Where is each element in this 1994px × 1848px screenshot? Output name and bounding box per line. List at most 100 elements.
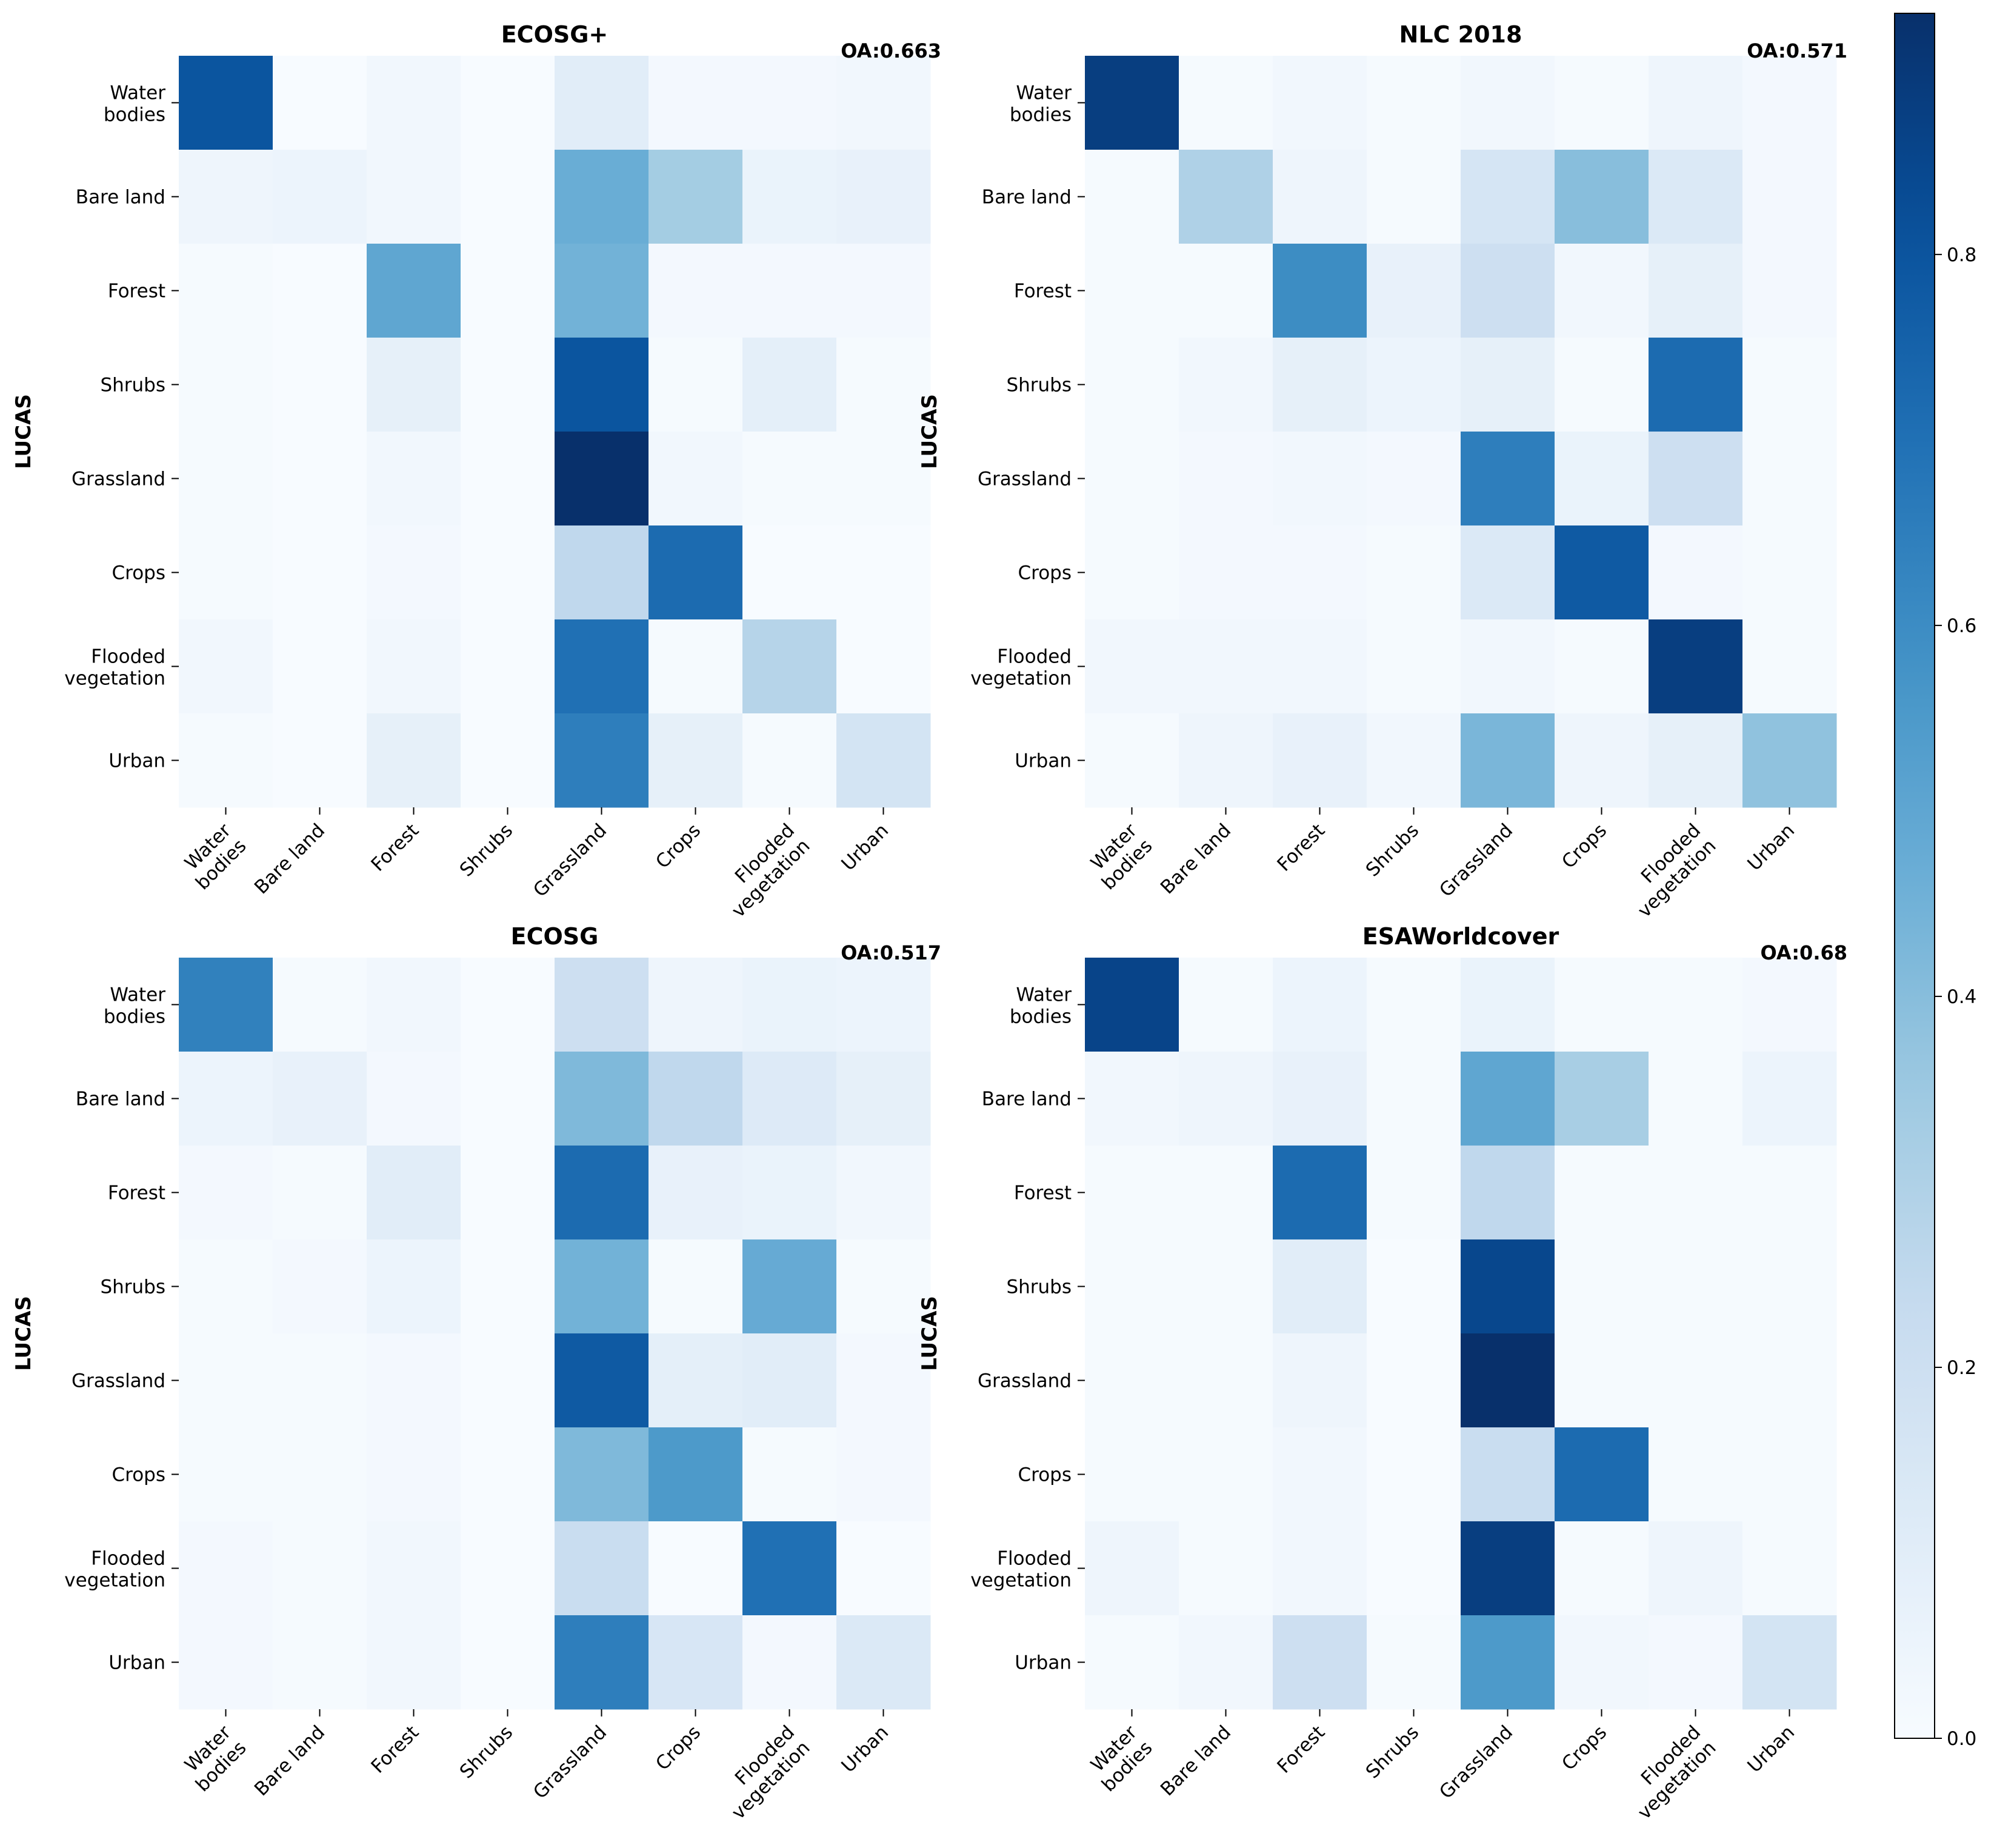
cell-crops-shrubs: [1367, 1427, 1461, 1522]
cell-grassland-grassland: [1461, 1333, 1555, 1428]
cell-forest-flooded-vegetation: [742, 244, 837, 338]
cell-crops-forest: [367, 1427, 461, 1522]
cell-forest-water-bodies: [179, 1146, 273, 1240]
cell-bare-land-grassland: [555, 1052, 649, 1146]
cell-urban-bare-land: [1179, 713, 1273, 808]
cell-urban-flooded-vegetation: [742, 1615, 837, 1710]
cell-water-bodies-urban: [1742, 56, 1837, 150]
cell-flooded-vegetation-flooded-vegetation: [1649, 619, 1743, 714]
x-tick-label-forest: Forest: [1273, 819, 1329, 876]
cell-shrubs-urban: [836, 338, 931, 432]
cell-bare-land-bare-land: [1179, 150, 1273, 244]
cell-crops-crops: [1555, 525, 1649, 620]
colorbar-tick-label: 0.6: [1947, 615, 1976, 637]
cell-forest-bare-land: [273, 244, 367, 338]
y-tick-label-shrubs: Shrubs: [1006, 375, 1072, 396]
cell-water-bodies-urban: [836, 56, 931, 150]
cell-forest-shrubs: [461, 244, 555, 338]
cell-shrubs-water-bodies: [179, 338, 273, 432]
cell-crops-urban: [1742, 1427, 1837, 1522]
cell-forest-grassland: [1461, 1146, 1555, 1240]
x-tick-label-shrubs: Shrubs: [1362, 1721, 1424, 1783]
x-tick-label-grassland: Grassland: [529, 1721, 611, 1803]
y-tick-label-forest: Forest: [108, 1183, 165, 1204]
y-tick-label-bare-land: Bare land: [76, 1089, 165, 1110]
cell-crops-bare-land: [1179, 525, 1273, 620]
cell-urban-crops: [649, 713, 743, 808]
x-tick-label-water-bodies: Waterbodies: [1082, 1721, 1156, 1796]
cell-forest-forest: [1273, 1146, 1367, 1240]
cell-forest-water-bodies: [1085, 244, 1179, 338]
cell-flooded-vegetation-crops: [649, 619, 743, 714]
cell-forest-water-bodies: [179, 244, 273, 338]
y-tick-label-flooded-vegetation: Flooded vegetation: [64, 1548, 165, 1592]
cell-urban-forest: [1273, 713, 1367, 808]
cell-grassland-forest: [367, 1333, 461, 1428]
cell-water-bodies-bare-land: [273, 958, 367, 1052]
cell-forest-crops: [649, 1146, 743, 1240]
cell-urban-flooded-vegetation: [1649, 713, 1743, 808]
y-tick-label-flooded-vegetation: Flooded vegetation: [64, 646, 165, 690]
cell-grassland-shrubs: [461, 1333, 555, 1428]
cell-forest-bare-land: [273, 1146, 367, 1240]
cell-forest-urban: [836, 1146, 931, 1240]
cell-shrubs-shrubs: [461, 1239, 555, 1334]
cell-bare-land-bare-land: [273, 150, 367, 244]
cell-flooded-vegetation-bare-land: [273, 619, 367, 714]
cell-flooded-vegetation-grassland: [1461, 1521, 1555, 1616]
cell-shrubs-grassland: [555, 338, 649, 432]
y-tick-label-crops: Crops: [1018, 562, 1072, 584]
cell-bare-land-flooded-vegetation: [742, 150, 837, 244]
cell-crops-flooded-vegetation: [742, 1427, 837, 1522]
cell-urban-shrubs: [1367, 1615, 1461, 1710]
x-tick-label-urban: Urban: [1743, 819, 1799, 875]
cell-grassland-shrubs: [1367, 1333, 1461, 1428]
cell-grassland-crops: [649, 432, 743, 526]
y-tick-label-crops: Crops: [112, 562, 165, 584]
cell-grassland-water-bodies: [1085, 432, 1179, 526]
cell-crops-urban: [836, 525, 931, 620]
cell-urban-shrubs: [461, 713, 555, 808]
x-tick-label-forest: Forest: [367, 1721, 423, 1778]
y-tick-label-grassland: Grassland: [978, 1370, 1072, 1392]
cell-crops-forest: [1273, 1427, 1367, 1522]
y-tick-label-water-bodies: Water bodies: [104, 984, 165, 1028]
cell-bare-land-flooded-vegetation: [1649, 150, 1743, 244]
cell-bare-land-flooded-vegetation: [1649, 1052, 1743, 1146]
cell-flooded-vegetation-grassland: [555, 619, 649, 714]
cell-bare-land-forest: [367, 1052, 461, 1146]
cell-urban-shrubs: [1367, 713, 1461, 808]
cell-flooded-vegetation-crops: [1555, 1521, 1649, 1616]
cell-shrubs-shrubs: [1367, 1239, 1461, 1334]
cell-grassland-grassland: [555, 1333, 649, 1428]
y-tick-label-forest: Forest: [1014, 281, 1072, 302]
cell-shrubs-flooded-vegetation: [742, 1239, 837, 1334]
cell-water-bodies-flooded-vegetation: [742, 56, 837, 150]
cell-urban-forest: [367, 713, 461, 808]
cell-flooded-vegetation-flooded-vegetation: [742, 1521, 837, 1616]
cell-water-bodies-crops: [649, 958, 743, 1052]
cell-grassland-grassland: [555, 432, 649, 526]
cell-flooded-vegetation-shrubs: [1367, 619, 1461, 714]
colorbar-tick-label: 0.4: [1947, 986, 1976, 1008]
x-tick-label-shrubs: Shrubs: [1362, 819, 1424, 881]
x-tick-label-flooded-vegetation: Floodedvegetation: [712, 819, 815, 922]
cell-water-bodies-grassland: [1461, 56, 1555, 150]
y-tick-label-forest: Forest: [1014, 1183, 1072, 1204]
x-tick-label-bare-land: Bare land: [250, 1721, 329, 1800]
cell-grassland-shrubs: [1367, 432, 1461, 526]
panel-title: ESAWorldcover: [1362, 923, 1559, 950]
cell-bare-land-crops: [1555, 150, 1649, 244]
cell-grassland-shrubs: [461, 432, 555, 526]
y-tick-label-urban: Urban: [108, 1652, 165, 1674]
y-axis-label: LUCAS: [12, 394, 36, 469]
cell-grassland-water-bodies: [179, 1333, 273, 1428]
cell-crops-water-bodies: [179, 1427, 273, 1522]
cell-grassland-bare-land: [273, 432, 367, 526]
y-tick-label-grassland: Grassland: [72, 469, 165, 490]
overall-accuracy-label: OA:0.663: [841, 39, 941, 62]
overall-accuracy-label: OA:0.68: [1761, 941, 1847, 964]
cell-forest-flooded-vegetation: [1649, 1146, 1743, 1240]
